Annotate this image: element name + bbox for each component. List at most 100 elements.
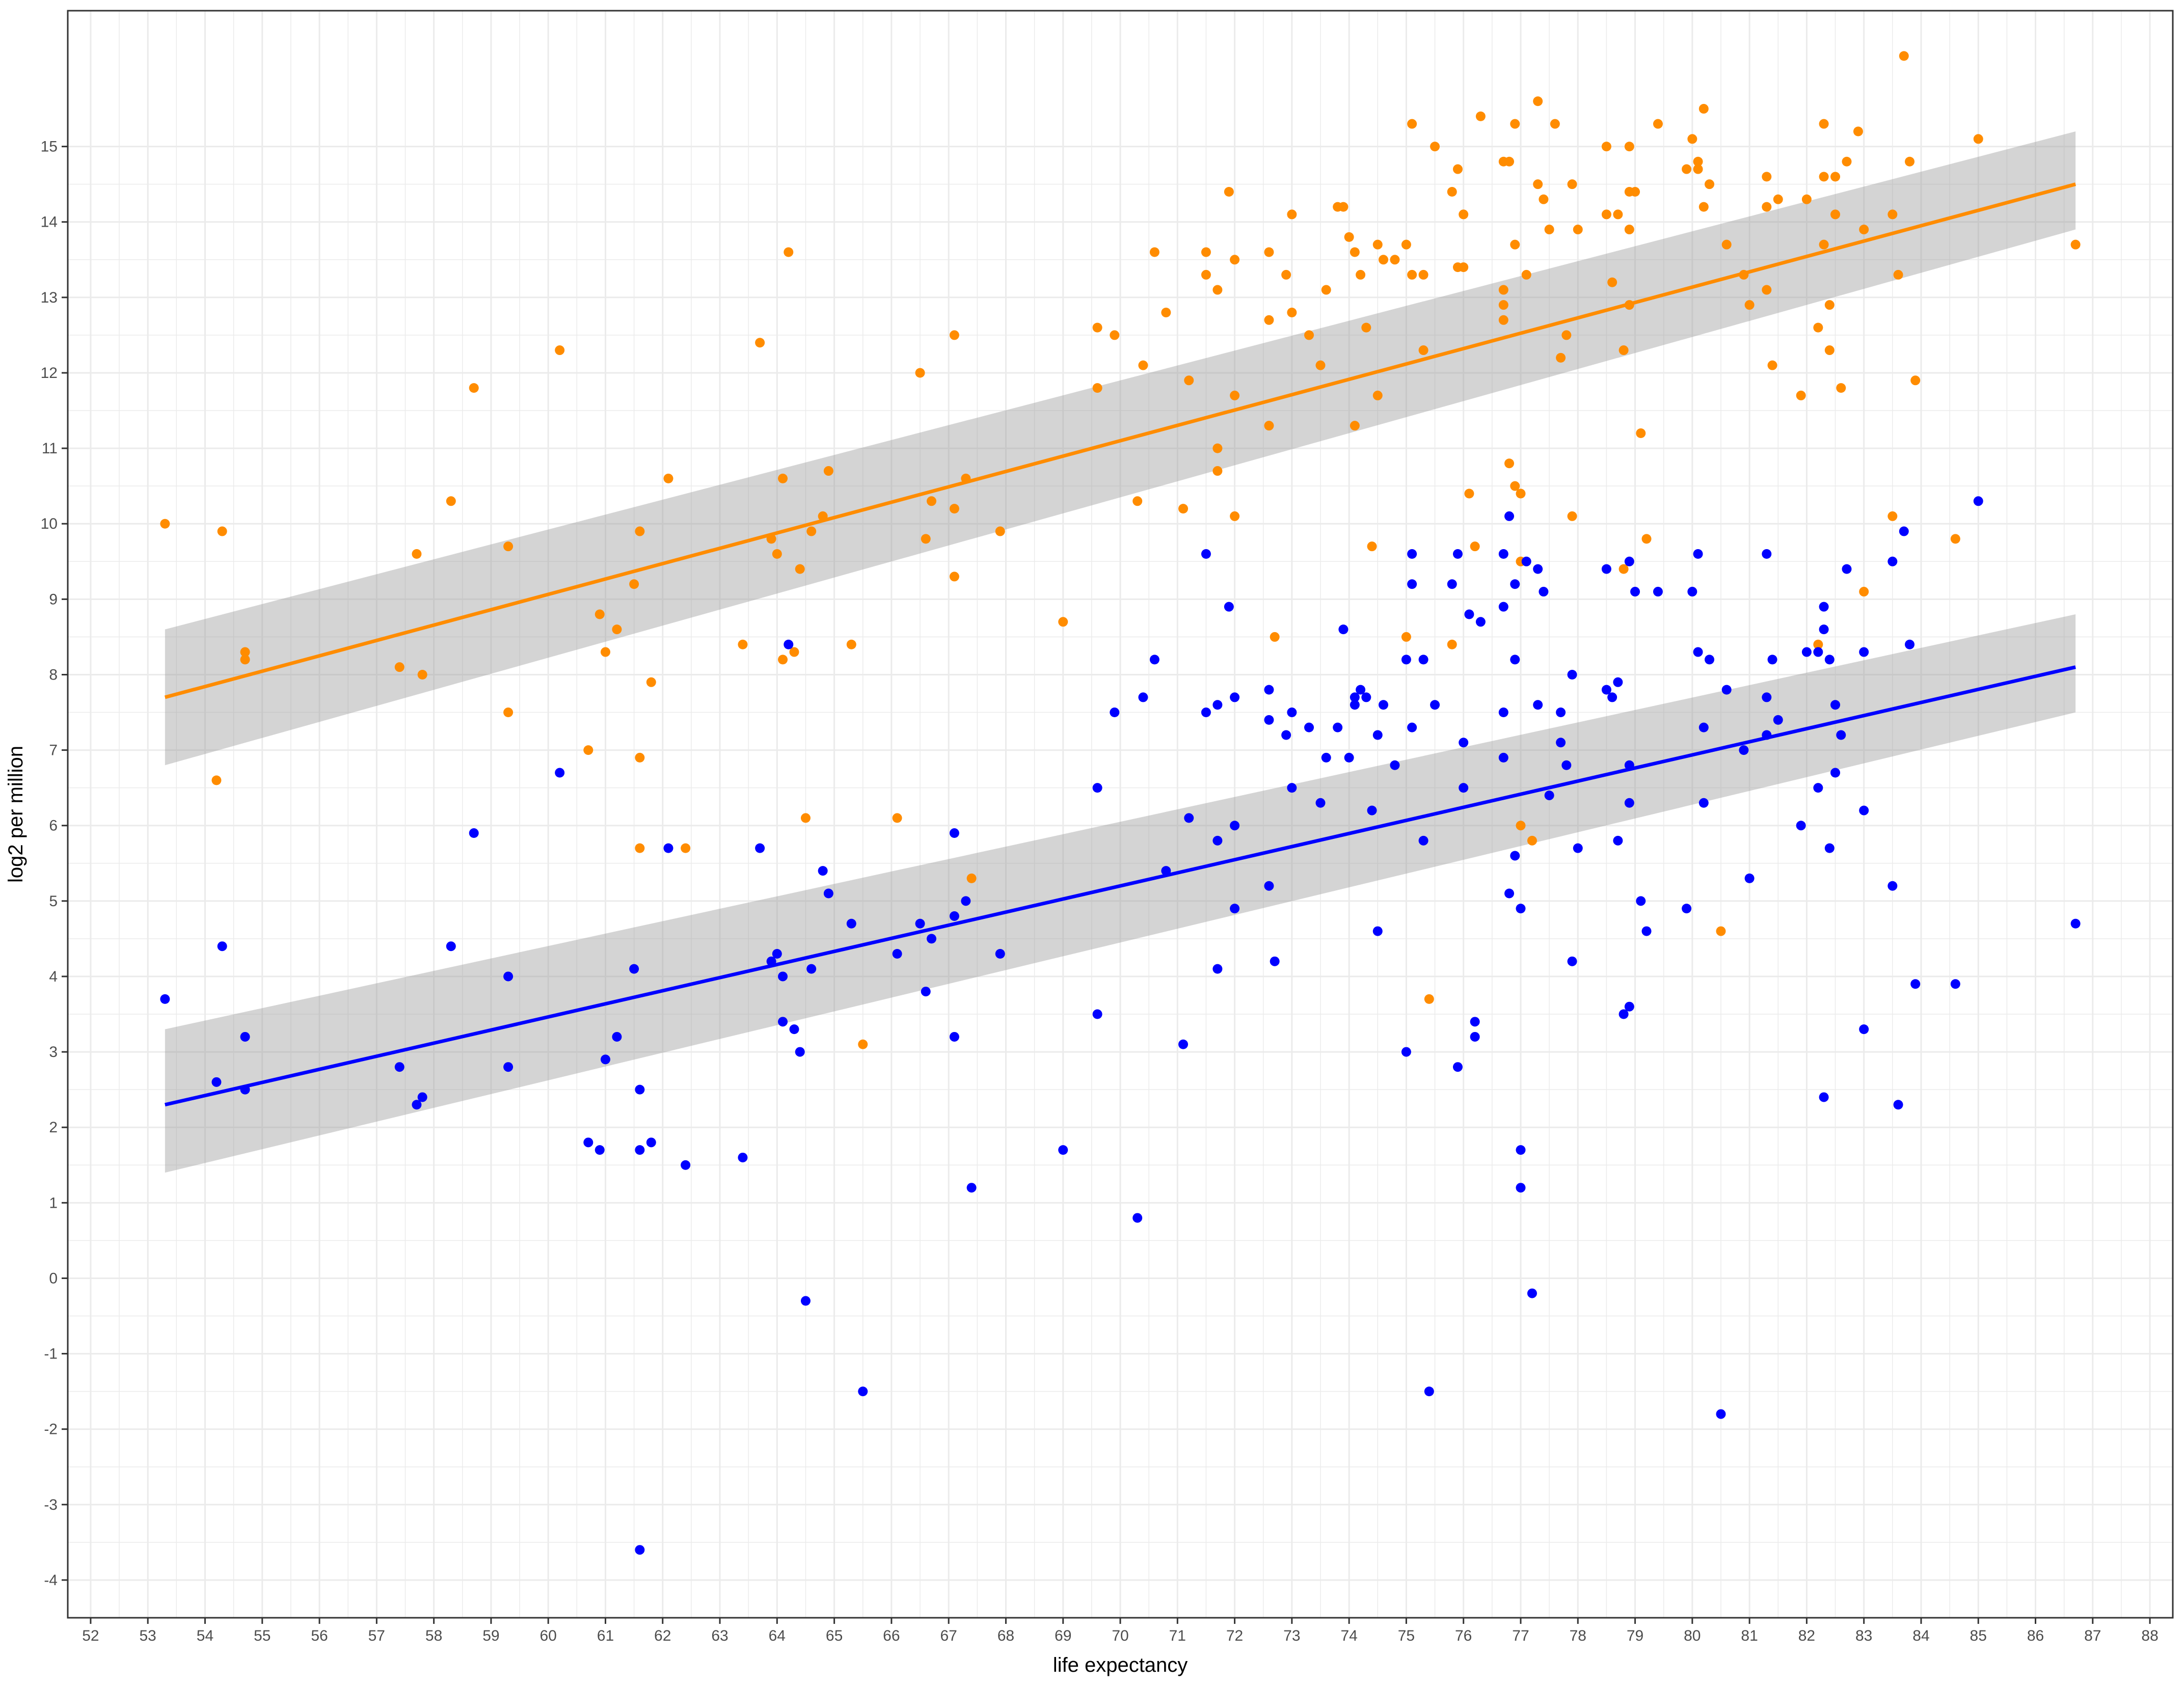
data-point-orange: [1264, 421, 1274, 431]
data-point-orange: [1401, 632, 1411, 642]
x-tick-label: 87: [2084, 1627, 2101, 1644]
data-point-orange: [800, 813, 811, 823]
data-point-blue: [915, 918, 925, 929]
data-point-blue: [1470, 1031, 1480, 1042]
data-point-orange: [1567, 179, 1577, 189]
data-point-blue: [1556, 738, 1566, 748]
data-point-blue: [1905, 639, 1915, 649]
data-point-orange: [1230, 390, 1240, 400]
data-point-orange: [1819, 119, 1829, 129]
data-point-blue: [784, 639, 794, 649]
data-point-orange: [1716, 926, 1726, 936]
data-point-blue: [1372, 926, 1383, 936]
data-point-orange: [1630, 186, 1640, 197]
data-point-blue: [446, 941, 456, 952]
data-point-blue: [1796, 821, 1806, 831]
data-point-blue: [1178, 1039, 1189, 1049]
data-point-blue: [1452, 1062, 1463, 1072]
data-point-blue: [1773, 715, 1783, 725]
data-point-orange: [755, 338, 765, 348]
data-point-orange: [600, 647, 610, 657]
data-point-orange: [1888, 511, 1898, 521]
data-point-orange: [795, 564, 805, 574]
data-point-orange: [240, 647, 250, 657]
data-point-blue: [1504, 511, 1515, 521]
data-point-orange: [1624, 225, 1634, 235]
data-point-blue: [663, 843, 673, 853]
data-point-orange: [1504, 458, 1515, 469]
data-point-orange: [1899, 51, 1909, 61]
data-point-orange: [1212, 466, 1223, 476]
data-point-blue: [1350, 700, 1360, 710]
data-point-blue: [1092, 783, 1102, 793]
data-point-orange: [1682, 164, 1692, 174]
y-tick-label: 12: [41, 365, 58, 382]
y-tick-label: -1: [44, 1346, 58, 1363]
data-point-blue: [1401, 655, 1411, 665]
data-point-orange: [1287, 209, 1297, 220]
data-point-blue: [1859, 647, 1869, 657]
data-point-blue: [1813, 783, 1823, 793]
data-point-blue: [1464, 609, 1474, 619]
confidence-ribbon-orange: [165, 131, 2076, 766]
x-tick-label: 78: [1570, 1627, 1586, 1644]
data-point-blue: [778, 971, 788, 982]
data-point-blue: [1333, 722, 1343, 732]
data-point-orange: [1693, 164, 1703, 174]
data-point-orange: [1510, 119, 1520, 129]
data-point-blue: [1315, 798, 1326, 808]
data-point-orange: [1573, 225, 1583, 235]
data-point-orange: [778, 473, 788, 483]
data-point-orange: [1842, 156, 1852, 167]
data-point-orange: [1893, 269, 1903, 280]
data-point-blue: [795, 1047, 805, 1057]
data-point-blue: [1504, 888, 1515, 899]
data-point-orange: [503, 541, 514, 552]
data-point-orange: [1533, 179, 1543, 189]
data-point-blue: [1498, 708, 1508, 718]
regression-line-blue: [165, 665, 2076, 1107]
data-point-blue: [1338, 624, 1349, 635]
data-point-orange: [1372, 390, 1383, 400]
x-tick-label: 67: [940, 1627, 957, 1644]
data-point-orange: [1527, 835, 1537, 846]
data-point-orange: [1418, 345, 1428, 356]
data-point-blue: [1401, 1047, 1411, 1057]
data-point-orange: [949, 330, 959, 340]
data-point-blue: [1767, 655, 1777, 665]
data-point-orange: [1888, 209, 1898, 220]
y-axis-title: log2 per million: [5, 746, 27, 883]
data-point-blue: [1516, 904, 1526, 914]
data-point-blue: [1418, 655, 1428, 665]
data-point-blue: [789, 1024, 799, 1035]
data-point-blue: [846, 918, 856, 929]
data-point-orange: [635, 843, 645, 853]
data-point-blue: [1619, 1009, 1629, 1019]
data-point-orange: [1619, 345, 1629, 356]
data-point-orange: [778, 655, 788, 665]
y-tick-label: 4: [49, 968, 58, 985]
data-point-orange: [1813, 322, 1823, 333]
data-point-orange: [1498, 300, 1508, 310]
y-tick-label: -2: [44, 1421, 58, 1438]
data-point-orange: [1212, 285, 1223, 295]
data-point-orange: [1619, 564, 1629, 574]
data-point-orange: [583, 745, 594, 755]
data-point-blue: [1264, 685, 1274, 695]
data-point-orange: [1796, 390, 1806, 400]
data-point-blue: [1281, 730, 1291, 740]
data-point-blue: [1950, 979, 1960, 989]
data-point-blue: [555, 768, 565, 778]
data-point-orange: [1762, 285, 1772, 295]
data-point-blue: [1910, 979, 1921, 989]
data-point-blue: [469, 828, 479, 838]
data-point-orange: [1905, 156, 1915, 167]
data-point-orange: [915, 368, 925, 378]
data-point-orange: [1762, 202, 1772, 212]
x-tick-label: 57: [368, 1627, 385, 1644]
data-point-orange: [1498, 315, 1508, 325]
data-point-orange: [1567, 511, 1577, 521]
data-point-orange: [503, 708, 514, 718]
data-point-blue: [1824, 655, 1835, 665]
data-point-blue: [961, 896, 971, 906]
